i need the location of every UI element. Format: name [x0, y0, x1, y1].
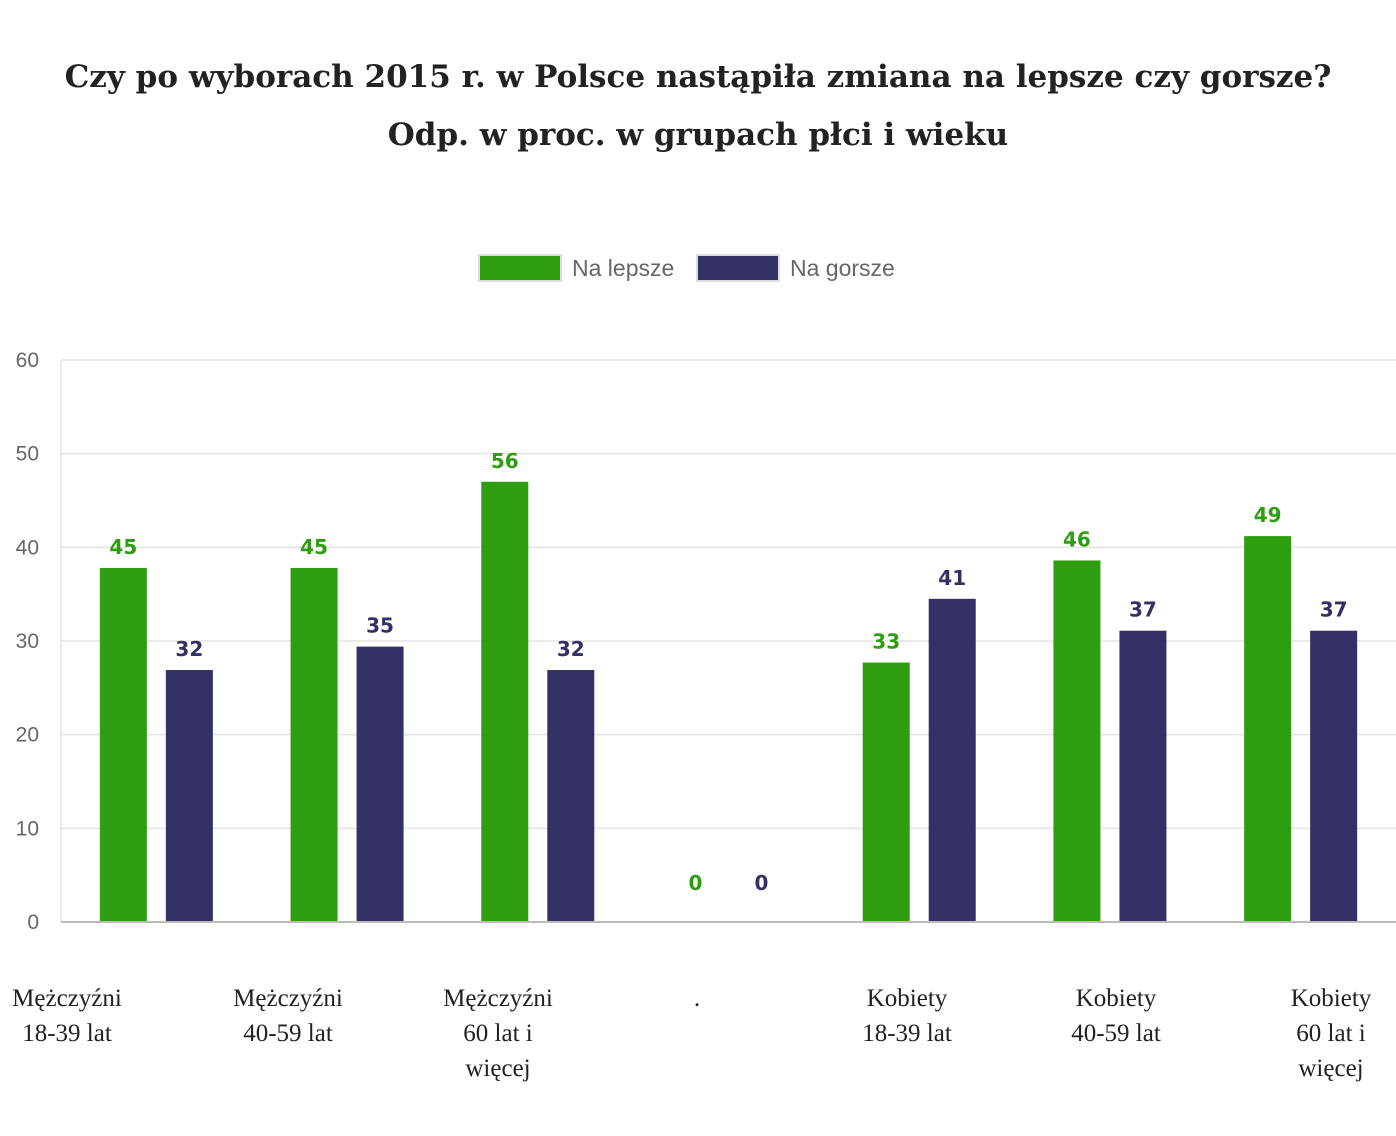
bar-lepsze[interactable] [1053, 560, 1101, 922]
bar-gorsze[interactable] [928, 598, 976, 922]
x-category-label: Mężczyźni 40-59 lat [233, 985, 343, 1047]
data-label: 32 [175, 637, 203, 661]
y-axis: 0 10 20 30 40 50 60 [16, 349, 62, 934]
legend-label-1[interactable]: Na lepsze [572, 255, 674, 281]
legend-swatch-2[interactable] [696, 254, 780, 282]
legend-label-2[interactable]: Na gorsze [790, 255, 895, 281]
y-tick-label: 40 [16, 536, 39, 559]
data-label: 56 [491, 449, 519, 473]
x-category-label: . [694, 985, 700, 1012]
bar-lepsze[interactable] [862, 662, 910, 922]
data-label: 49 [1254, 503, 1282, 527]
data-label: 45 [109, 535, 137, 559]
bar-lepsze[interactable] [1244, 536, 1292, 922]
x-category-label: Mężczyźni 60 lat i więcej [443, 985, 553, 1082]
x-category-label: Mężczyźni 18-39 lat [12, 985, 122, 1047]
bar-gorsze[interactable] [165, 670, 213, 922]
y-tick-label: 0 [27, 911, 39, 934]
data-label: 37 [1320, 598, 1348, 622]
data-labels: 45 32 45 35 56 32 0 0 33 41 46 37 49 37 [109, 449, 1347, 895]
x-category-label: Kobiety 60 lat i więcej [1291, 985, 1372, 1082]
data-label: 35 [366, 614, 394, 638]
data-label: 37 [1129, 598, 1157, 622]
data-label: 33 [872, 630, 900, 654]
y-tick-label: 10 [16, 817, 39, 840]
y-tick-label: 30 [16, 630, 39, 653]
legend-swatch-1[interactable] [478, 254, 562, 282]
data-label: 46 [1063, 527, 1091, 551]
bar-lepsze[interactable] [481, 481, 529, 922]
data-label: 45 [300, 535, 328, 559]
chart-title: Czy po wyborach 2015 r. w Polsce nastąpi… [64, 59, 1332, 153]
bar-lepsze[interactable] [99, 567, 147, 922]
data-label: 41 [938, 566, 966, 590]
bar-gorsze[interactable] [1119, 630, 1167, 922]
bar-gorsze[interactable] [547, 670, 595, 922]
legend: Na lepsze Na gorsze [478, 254, 895, 282]
y-tick-label: 20 [16, 724, 39, 747]
bar-lepsze[interactable] [290, 567, 338, 922]
x-axis: Mężczyźni 18-39 lat Mężczyźni 40-59 lat Mężc… [12, 921, 1396, 1082]
x-category-label: Kobiety 40-59 lat [1071, 985, 1161, 1047]
data-label: 32 [557, 637, 585, 661]
y-tick-label: 50 [16, 443, 39, 466]
bar-gorsze[interactable] [356, 646, 404, 922]
data-label: 0 [689, 871, 703, 895]
x-category-label: Kobiety 18-39 lat [862, 985, 952, 1047]
data-label: 0 [755, 871, 769, 895]
y-tick-label: 60 [16, 349, 39, 372]
bars [99, 481, 1358, 922]
bar-gorsze[interactable] [1310, 630, 1358, 922]
gridlines [61, 359, 1396, 830]
